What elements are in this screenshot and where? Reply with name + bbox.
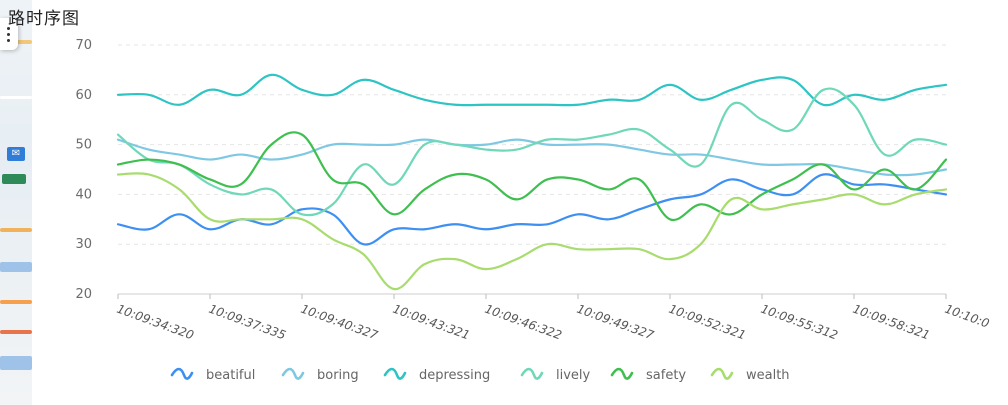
legend-swatch-icon (383, 367, 407, 380)
legend-label: beatiful (206, 368, 255, 383)
x-axis: 10:09:34:320 10:09:37:335 10:09:40:327 10:0… (115, 294, 992, 343)
series-line-lively (116, 87, 948, 217)
legend-label: depressing (419, 368, 490, 383)
legend-swatch-icon (281, 367, 305, 380)
legend-item-safety[interactable]: safety (610, 367, 686, 383)
dots-vertical-icon (7, 33, 10, 36)
legend-swatch-icon (610, 367, 634, 380)
legend-swatch-icon (520, 367, 544, 380)
legend-label: lively (556, 368, 591, 383)
chart-title: 路时序图 (8, 9, 80, 29)
x-tick-label: 10:09:55:312 (759, 302, 840, 343)
legend-item-boring[interactable]: boring (281, 367, 359, 383)
map-label-chip (2, 174, 26, 184)
legend-item-wealth[interactable]: wealth (710, 367, 790, 383)
legend: beatiful boring depressing lively safety weal… (170, 367, 790, 383)
map-road (0, 96, 32, 99)
envelope-icon[interactable]: ✉ (7, 147, 25, 161)
series-line-beatiful (116, 173, 948, 246)
map-road (0, 228, 32, 232)
x-tick-label: 10:09:37:335 (207, 302, 288, 343)
legend-label: wealth (746, 368, 790, 383)
map-panel: ✉ (0, 0, 32, 405)
x-tick-label: 10:09:43:321 (391, 302, 472, 343)
y-tick-label: 70 (75, 38, 92, 53)
legend-swatch-icon (710, 367, 734, 380)
legend-swatch-icon (170, 367, 194, 380)
legend-item-lively[interactable]: lively (520, 367, 591, 383)
legend-label: safety (646, 368, 686, 383)
grid-lines (118, 44, 946, 295)
panel-menu-handle[interactable] (0, 18, 18, 50)
x-tick-label: 10:09:40:327 (299, 302, 380, 343)
series-lines (116, 73, 948, 291)
y-tick-label: 30 (75, 237, 92, 252)
x-tick-label: 10:09:58:321 (851, 302, 932, 343)
y-tick-label: 50 (75, 138, 92, 153)
x-tick-label: 10:09:52:321 (667, 302, 748, 343)
y-tick-label: 60 (75, 88, 92, 103)
map-road (0, 300, 32, 304)
series-line-safety (116, 131, 948, 222)
dots-vertical-icon (7, 27, 10, 30)
legend-label: boring (317, 368, 359, 383)
map-water (0, 356, 32, 370)
series-line-wealth (116, 172, 948, 291)
map-water (0, 262, 32, 272)
legend-item-beatiful[interactable]: beatiful (170, 367, 255, 383)
y-tick-label: 40 (75, 187, 92, 202)
map-road (0, 330, 32, 334)
dots-vertical-icon (7, 39, 10, 42)
y-axis: 20 30 40 50 60 70 (75, 38, 92, 302)
x-tick-label: 10:09:49:327 (575, 302, 656, 343)
x-tick-label: 10:10:0 (943, 302, 992, 331)
y-tick-label: 20 (75, 287, 92, 302)
x-tick-label: 10:09:34:320 (115, 302, 196, 343)
series-line-depressing (116, 73, 948, 107)
x-tick-label: 10:09:46:322 (483, 302, 564, 343)
series-line-boring (116, 138, 948, 177)
legend-item-depressing[interactable]: depressing (383, 367, 490, 383)
